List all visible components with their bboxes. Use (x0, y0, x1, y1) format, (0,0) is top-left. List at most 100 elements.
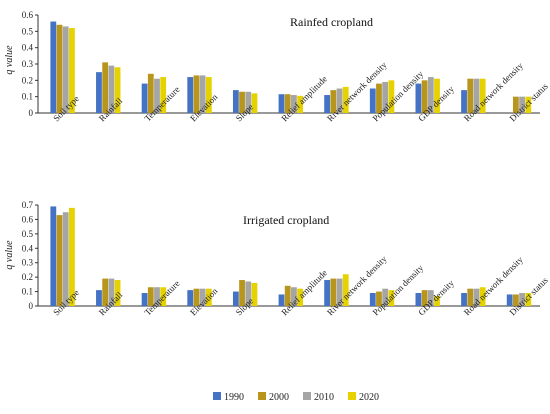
bar-2000-gdp-density (421, 80, 428, 113)
bar-2000-district-status (512, 96, 519, 113)
legend-label: 2020 (359, 392, 379, 403)
panel-title: Irrigated cropland (243, 213, 329, 227)
bar-2020-soil-type (69, 28, 75, 113)
bar-2020-slope (251, 282, 258, 306)
bar-2010-elevation (199, 75, 206, 113)
bar-2000-population-density (376, 83, 382, 113)
bars (50, 21, 532, 113)
legend-swatch-1990 (213, 392, 221, 400)
bar-2010-rainfall (108, 278, 115, 306)
axes: 0 0.1 0.2 0.3 0.4 0.5 0.6 (22, 10, 540, 118)
bar-2010-population-density (382, 288, 389, 306)
bar-2010-soil-type (62, 26, 69, 113)
bar-1990-temperature (141, 83, 148, 113)
bar-2020-elevation (205, 288, 212, 306)
bar-2000-gdp-density (421, 290, 428, 306)
bar-2010-gdp-density (427, 290, 434, 306)
bar-1990-slope (232, 90, 239, 113)
bar-2020-relief-amplitude (297, 95, 303, 113)
bar-2000-district-status (512, 294, 519, 306)
bar-2020-river-network-density (342, 274, 349, 306)
bar-2000-temperature (147, 73, 154, 113)
legend-swatch-2000 (258, 392, 266, 400)
legend-label: 2000 (269, 392, 289, 403)
legend-swatch-2020 (348, 392, 356, 400)
bar-2020-gdp-density (434, 78, 440, 113)
bar-2010-relief-amplitude (291, 95, 297, 113)
bar-2010-river-network-density (336, 88, 343, 113)
bar-2010-elevation (199, 288, 206, 306)
bar-2020-road-network-density (479, 78, 486, 113)
bar-2010-soil-type (62, 212, 69, 306)
y-tick-label: 0 (29, 301, 34, 311)
bar-2010-gdp-density (427, 77, 434, 113)
legend-swatch-2010 (303, 392, 311, 400)
bar-2000-slope (239, 91, 245, 113)
bar-2020-road-network-density (479, 287, 486, 306)
bar-1990-road-network-density (461, 90, 467, 113)
bar-2020-temperature (160, 287, 167, 306)
panel-title: Rainfed cropland (290, 15, 373, 29)
bar-2000-soil-type (56, 24, 63, 113)
y-tick-label: 0.7 (22, 200, 34, 210)
bar-2010-slope (245, 91, 252, 113)
bar-2010-temperature (154, 78, 160, 113)
bar-2010-slope (245, 281, 252, 306)
bar-2020-slope (251, 93, 258, 113)
bar-1990-rainfall (96, 72, 102, 113)
bar-1990-soil-type (50, 21, 57, 113)
y-tick-label: 0.6 (22, 10, 34, 20)
bar-1990-relief-amplitude (278, 294, 285, 306)
bar-1990-river-network-density (324, 280, 331, 306)
bar-2020-elevation (205, 77, 212, 113)
bar-2000-population-density (376, 291, 382, 306)
bar-2000-road-network-density (467, 288, 474, 306)
bar-1990-road-network-density (461, 293, 467, 306)
bar-2000-river-network-density (330, 278, 337, 306)
legend-label: 1990 (224, 392, 244, 403)
bar-1990-soil-type (50, 206, 57, 306)
bar-2000-relief-amplitude (284, 94, 291, 113)
bar-2000-slope (239, 280, 245, 306)
bar-2000-soil-type (56, 215, 63, 306)
panel-rainfed: Rainfed cropland q value 0 0.1 0.2 0.3 0.4 0.… (4, 10, 550, 123)
y-tick-label: 0.5 (22, 26, 34, 36)
bar-1990-population-density (369, 88, 376, 113)
bar-1990-gdp-density (415, 83, 422, 113)
y-tick-label: 0 (29, 108, 34, 118)
bar-1990-elevation (187, 290, 194, 306)
bar-2000-rainfall (102, 62, 109, 113)
bar-2000-river-network-density (330, 90, 337, 113)
y-axis-label: q value (4, 240, 15, 270)
y-tick-label: 0.3 (22, 258, 34, 268)
bar-2010-road-network-density (473, 288, 480, 306)
bar-2010-river-network-density (336, 278, 343, 306)
bar-2010-relief-amplitude (291, 287, 297, 306)
bar-2020-relief-amplitude (297, 288, 303, 306)
bar-2010-district-status (519, 293, 525, 306)
y-tick-label: 0.2 (22, 75, 33, 85)
bar-2020-river-network-density (342, 86, 349, 113)
bar-1990-rainfall (96, 290, 102, 306)
bar-2000-relief-amplitude (284, 285, 291, 306)
bar-2010-district-status (519, 96, 525, 113)
bar-2000-temperature (147, 287, 154, 306)
legend-label: 2010 (314, 392, 334, 403)
bar-2000-road-network-density (467, 78, 474, 113)
bar-2010-population-density (382, 81, 389, 113)
bar-2020-population-density (388, 290, 395, 306)
bar-1990-population-density (369, 293, 376, 306)
bar-2020-rainfall (114, 280, 121, 306)
bar-1990-slope (232, 291, 239, 306)
y-tick-label: 0.5 (22, 229, 34, 239)
bar-2020-district-status (525, 96, 532, 113)
bar-2020-temperature (160, 77, 167, 113)
legend: 1990 2000 2010 2020 (213, 392, 379, 403)
y-tick-label: 0.1 (22, 92, 33, 102)
bar-1990-elevation (187, 77, 194, 113)
bar-1990-river-network-density (324, 95, 331, 113)
y-tick-label: 0.1 (22, 287, 33, 297)
bar-2020-soil-type (69, 207, 75, 306)
bar-2020-gdp-density (434, 295, 440, 306)
